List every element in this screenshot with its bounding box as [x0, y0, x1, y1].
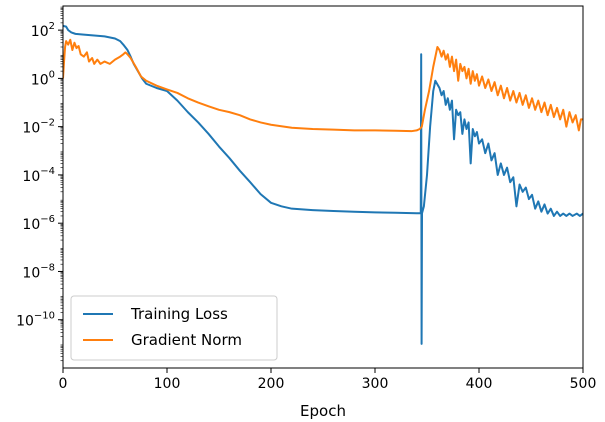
legend-label-gradient-norm: Gradient Norm — [131, 331, 242, 349]
x-axis: 0 100 200 300 400 500 — [59, 368, 597, 392]
series-layer — [63, 24, 583, 345]
legend: Training Loss Gradient Norm — [70, 295, 278, 361]
y-tick-label: 100 — [31, 69, 55, 88]
series-line-training-loss — [63, 24, 583, 345]
x-tick-label: 200 — [258, 376, 285, 392]
x-tick-label: 300 — [362, 376, 389, 392]
plot-frame — [62, 5, 584, 369]
y-tick-label: 10−10 — [16, 311, 55, 330]
y-axis: 10−10 10−8 10−6 10−4 10−2 100 102 — [16, 6, 63, 362]
x-tick-label: 400 — [466, 376, 493, 392]
x-tick-label: 100 — [154, 376, 181, 392]
x-tick-label: 500 — [570, 376, 597, 392]
legend-label-training-loss: Training Loss — [130, 305, 228, 323]
y-tick-label: 10−4 — [22, 166, 55, 185]
y-tick-label: 10−6 — [22, 214, 55, 233]
y-tick-label: 102 — [31, 21, 55, 40]
x-tick-label: 0 — [59, 376, 68, 392]
y-tick-label: 10−2 — [22, 118, 55, 137]
x-axis-label: Epoch — [300, 402, 346, 420]
legend-box — [70, 295, 278, 361]
y-tick-label: 10−8 — [22, 262, 55, 281]
series-line-gradient-norm — [63, 38, 583, 133]
